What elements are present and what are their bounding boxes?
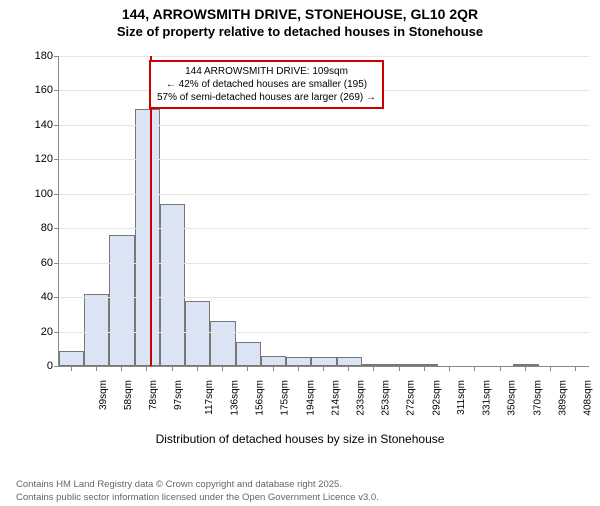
gridline-h [59, 297, 589, 298]
histogram-bar [311, 357, 336, 366]
histogram-bar [109, 235, 134, 366]
x-tick-label: 389sqm [557, 380, 568, 416]
x-tick-label: 175sqm [280, 380, 291, 416]
x-tick-label: 311sqm [456, 380, 467, 415]
x-tick-mark [96, 366, 97, 371]
x-tick-mark [146, 366, 147, 371]
gridline-h [59, 125, 589, 126]
x-tick-label: 117sqm [203, 380, 214, 415]
footer-attribution: Contains HM Land Registry data © Crown c… [0, 479, 379, 504]
x-tick-mark [121, 366, 122, 371]
x-tick-label: 194sqm [305, 380, 316, 416]
x-tick-label: 331sqm [482, 380, 493, 416]
x-tick-label: 233sqm [356, 380, 367, 416]
x-tick-label: 39sqm [98, 380, 109, 410]
x-tick-mark [348, 366, 349, 371]
x-tick-mark [323, 366, 324, 371]
x-tick-mark [273, 366, 274, 371]
annotation-line: 144 ARROWSMITH DRIVE: 109sqm [157, 65, 376, 78]
y-tick-mark [54, 366, 59, 367]
title-line-1: 144, ARROWSMITH DRIVE, STONEHOUSE, GL10 … [0, 6, 600, 22]
y-tick-label: 60 [21, 257, 53, 269]
y-tick-label: 160 [21, 84, 53, 96]
x-tick-mark [373, 366, 374, 371]
x-tick-label: 408sqm [583, 380, 594, 416]
footer-line-1: Contains HM Land Registry data © Crown c… [16, 479, 379, 491]
y-tick-mark [54, 332, 59, 333]
annotation-line: ← 42% of detached houses are smaller (19… [157, 78, 376, 91]
x-tick-mark [197, 366, 198, 371]
x-tick-label: 156sqm [255, 380, 266, 416]
histogram-bar [337, 357, 362, 366]
y-tick-mark [54, 228, 59, 229]
histogram-bar [135, 109, 160, 366]
x-tick-mark [298, 366, 299, 371]
y-tick-label: 20 [21, 326, 53, 338]
x-tick-label: 97sqm [173, 380, 184, 410]
x-tick-label: 78sqm [148, 380, 159, 410]
histogram-bar [387, 364, 412, 366]
x-tick-label: 292sqm [431, 380, 442, 416]
y-tick-mark [54, 297, 59, 298]
gridline-h [59, 332, 589, 333]
y-tick-mark [54, 56, 59, 57]
gridline-h [59, 56, 589, 57]
gridline-h [59, 228, 589, 229]
title-line-2: Size of property relative to detached ho… [0, 24, 600, 39]
y-tick-mark [54, 263, 59, 264]
histogram-bar [84, 294, 109, 366]
y-tick-label: 120 [21, 153, 53, 165]
gridline-h [59, 194, 589, 195]
x-tick-mark [71, 366, 72, 371]
x-tick-mark [575, 366, 576, 371]
gridline-h [59, 263, 589, 264]
y-tick-label: 100 [21, 188, 53, 200]
chart-container: Number of detached properties 0204060801… [0, 50, 600, 460]
y-tick-label: 0 [21, 360, 53, 372]
gridline-h [59, 159, 589, 160]
x-tick-label: 253sqm [381, 380, 392, 416]
histogram-bar [210, 321, 235, 366]
histogram-bar [236, 342, 261, 366]
x-tick-mark [424, 366, 425, 371]
x-axis-label: Distribution of detached houses by size … [0, 432, 600, 446]
x-tick-label: 350sqm [507, 380, 518, 416]
x-tick-mark [449, 366, 450, 371]
x-tick-label: 370sqm [532, 380, 543, 416]
annotation-line: 57% of semi-detached houses are larger (… [157, 91, 376, 104]
y-tick-mark [54, 90, 59, 91]
x-tick-label: 58sqm [123, 380, 134, 410]
histogram-bar [412, 364, 437, 366]
histogram-bar [59, 351, 84, 367]
x-tick-mark [500, 366, 501, 371]
x-tick-label: 272sqm [406, 380, 417, 416]
x-tick-mark [525, 366, 526, 371]
y-tick-mark [54, 125, 59, 126]
y-tick-label: 80 [21, 222, 53, 234]
x-tick-mark [550, 366, 551, 371]
annotation-box: 144 ARROWSMITH DRIVE: 109sqm← 42% of det… [149, 60, 384, 109]
x-tick-mark [247, 366, 248, 371]
x-tick-mark [474, 366, 475, 371]
x-tick-label: 214sqm [330, 380, 341, 416]
histogram-bar [261, 356, 286, 366]
y-tick-label: 40 [21, 291, 53, 303]
x-tick-mark [222, 366, 223, 371]
y-tick-mark [54, 159, 59, 160]
histogram-bar [513, 364, 538, 366]
chart-title-block: 144, ARROWSMITH DRIVE, STONEHOUSE, GL10 … [0, 6, 600, 39]
y-tick-mark [54, 194, 59, 195]
y-tick-label: 180 [21, 50, 53, 62]
y-tick-label: 140 [21, 119, 53, 131]
histogram-bar [185, 301, 210, 366]
x-tick-mark [172, 366, 173, 371]
footer-line-2: Contains public sector information licen… [16, 492, 379, 504]
histogram-bar [286, 357, 311, 366]
x-tick-mark [399, 366, 400, 371]
x-tick-label: 136sqm [229, 380, 240, 416]
plot-area: 020406080100120140160180144 ARROWSMITH D… [58, 56, 589, 367]
